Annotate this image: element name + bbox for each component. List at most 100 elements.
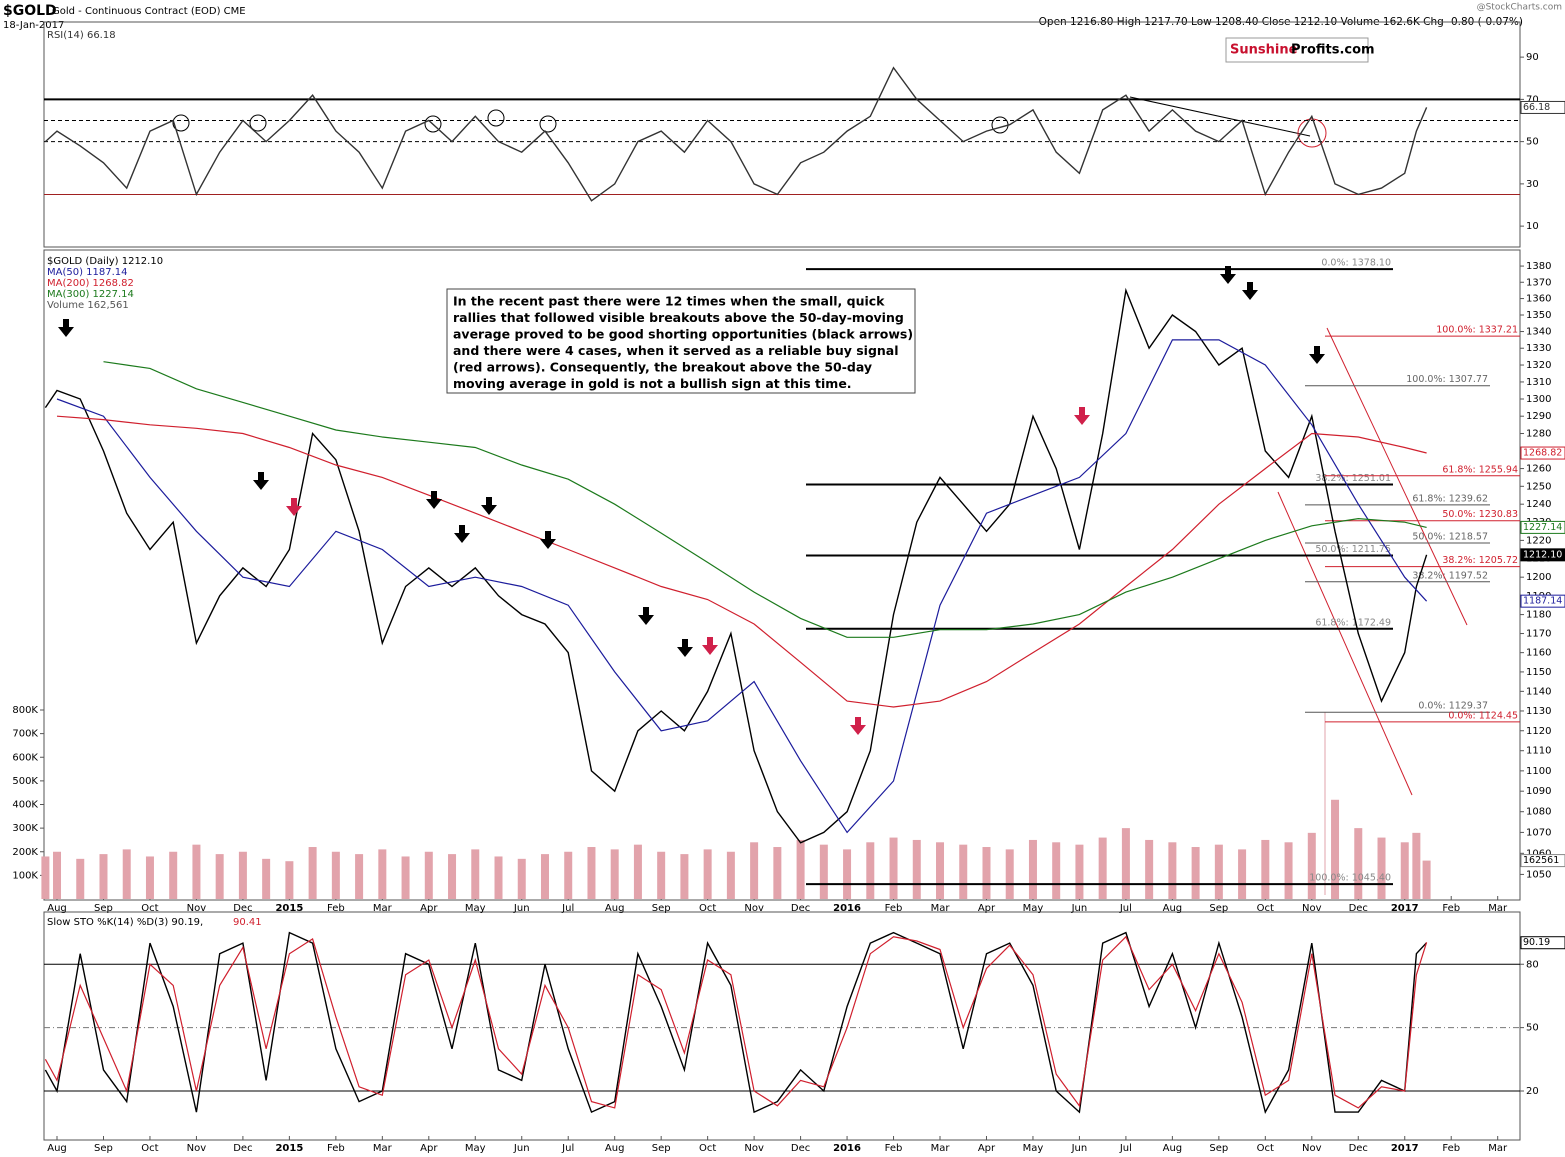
y-tick-label: 1170 <box>1526 629 1551 640</box>
volume-bar <box>726 851 735 899</box>
y2-tick-label: 500K <box>12 776 38 787</box>
last-value-box <box>1520 936 1565 950</box>
volume-bar <box>1422 860 1431 899</box>
x-tick-label: Feb <box>885 1143 903 1154</box>
volume-bar <box>750 842 759 899</box>
fib-label: 0.0%: 1378.10 <box>1321 258 1391 269</box>
volume-bar <box>680 854 689 899</box>
volume-bar <box>331 851 340 899</box>
y-tick-label: 1350 <box>1526 310 1551 321</box>
volume-bar <box>1261 839 1270 899</box>
x-tick-label: Mar <box>931 1143 951 1154</box>
y-tick-label: 1110 <box>1526 746 1551 757</box>
fib-label: 50.0%: 1211.75 <box>1315 544 1391 555</box>
volume-bar <box>1075 844 1084 899</box>
y-tick-label: 1080 <box>1526 807 1551 818</box>
volume-bar <box>1400 842 1409 899</box>
y-tick-label: 1300 <box>1526 394 1551 405</box>
x-tick-label: Dec <box>1349 1143 1368 1154</box>
y2-tick-label: 200K <box>12 847 38 858</box>
y-tick-label: 1060 <box>1526 848 1551 859</box>
x-tick-label: Feb <box>1442 903 1460 914</box>
logo-box <box>1225 37 1369 63</box>
x-tick-label: May <box>1023 903 1044 914</box>
last-value-box <box>1520 594 1565 608</box>
x-tick-label: Sep <box>1209 903 1228 914</box>
last-value-box <box>1520 520 1565 534</box>
volume-bar <box>308 847 317 899</box>
series-line <box>103 361 1427 638</box>
note-line: rallies that followed visible breakouts … <box>453 310 904 325</box>
last-value-box <box>1520 100 1565 114</box>
note-line: average proved to be good shorting oppor… <box>453 327 913 342</box>
x-tick-label: Apr <box>978 1143 996 1154</box>
last-value-label: 66.18 <box>1523 102 1550 113</box>
y-tick-label: 1050 <box>1526 869 1551 880</box>
y-tick-label: 10 <box>1526 221 1539 232</box>
x-tick-label: May <box>1023 1143 1044 1154</box>
x-tick-label: Dec <box>233 903 252 914</box>
y-tick-label: 1380 <box>1526 261 1551 272</box>
x-tick-label: Oct <box>699 903 716 914</box>
fib-label: 50.0%: 1230.83 <box>1442 509 1518 520</box>
x-tick-label: Feb <box>327 903 345 914</box>
y-tick-label: 1070 <box>1526 827 1551 838</box>
volume-bar <box>145 856 154 899</box>
y-tick-label: 1150 <box>1526 667 1551 678</box>
y-tick-label: 1160 <box>1526 648 1551 659</box>
x-tick-label: Jul <box>561 903 574 914</box>
volume-bar <box>819 844 828 899</box>
volume-bar <box>1028 839 1037 899</box>
series-line <box>44 931 1428 1115</box>
x-tick-label: Dec <box>791 1143 810 1154</box>
x-tick-label: 2017 <box>1391 1143 1419 1154</box>
volume-bar <box>1052 842 1061 899</box>
volume-bar <box>517 858 526 899</box>
x-tick-label: Sep <box>1209 1143 1228 1154</box>
x-tick-label: 2017 <box>1391 903 1419 914</box>
y2-tick-label: 700K <box>12 729 38 740</box>
volume-bar <box>1098 837 1107 899</box>
series-line <box>44 935 1428 1109</box>
volume-bar <box>796 839 805 899</box>
series-line <box>44 66 1428 202</box>
x-tick-label: Nov <box>1302 903 1322 914</box>
x-tick-label: Dec <box>1349 903 1368 914</box>
x-tick-label: Nov <box>1302 1143 1322 1154</box>
volume-bar <box>169 851 178 899</box>
volume-bar <box>1284 842 1293 899</box>
last-value-label: 1187.14 <box>1523 596 1562 607</box>
note-line: In the recent past there were 12 times w… <box>453 294 885 309</box>
x-tick-label: Sep <box>94 1143 113 1154</box>
y2-tick-label: 800K <box>12 705 38 716</box>
volume-bar <box>471 849 480 899</box>
y-tick-label: 30 <box>1526 179 1539 190</box>
x-tick-label: Aug <box>1163 903 1183 914</box>
sto-panel <box>43 911 1521 1141</box>
y-tick-label: 80 <box>1526 959 1539 970</box>
x-tick-label: 2015 <box>275 1143 303 1154</box>
x-tick-label: Sep <box>652 903 671 914</box>
volume-bar <box>215 854 224 899</box>
x-tick-label: Mar <box>931 903 951 914</box>
signal-arrow <box>850 717 866 735</box>
volume-bar <box>285 861 294 899</box>
signal-arrow <box>454 525 470 543</box>
volume-bar <box>843 849 852 899</box>
y-tick-label: 1090 <box>1526 786 1551 797</box>
last-value-label: 90.19 <box>1523 937 1550 948</box>
fib-label: 61.8%: 1239.62 <box>1412 493 1488 504</box>
y-tick-label: 1360 <box>1526 294 1551 305</box>
y-tick-label: 1340 <box>1526 327 1551 338</box>
volume-bar <box>982 847 991 899</box>
signal-arrow <box>481 497 497 515</box>
y-tick-label: 20 <box>1526 1086 1539 1097</box>
x-tick-label: Feb <box>885 903 903 914</box>
fib-label: 100.0%: 1307.77 <box>1406 374 1488 385</box>
x-tick-label: Mar <box>1488 1143 1508 1154</box>
x-tick-label: Sep <box>652 1143 671 1154</box>
last-value-label: 162561 <box>1523 855 1559 866</box>
volume-bar <box>192 844 201 899</box>
volume-bar <box>773 847 782 899</box>
